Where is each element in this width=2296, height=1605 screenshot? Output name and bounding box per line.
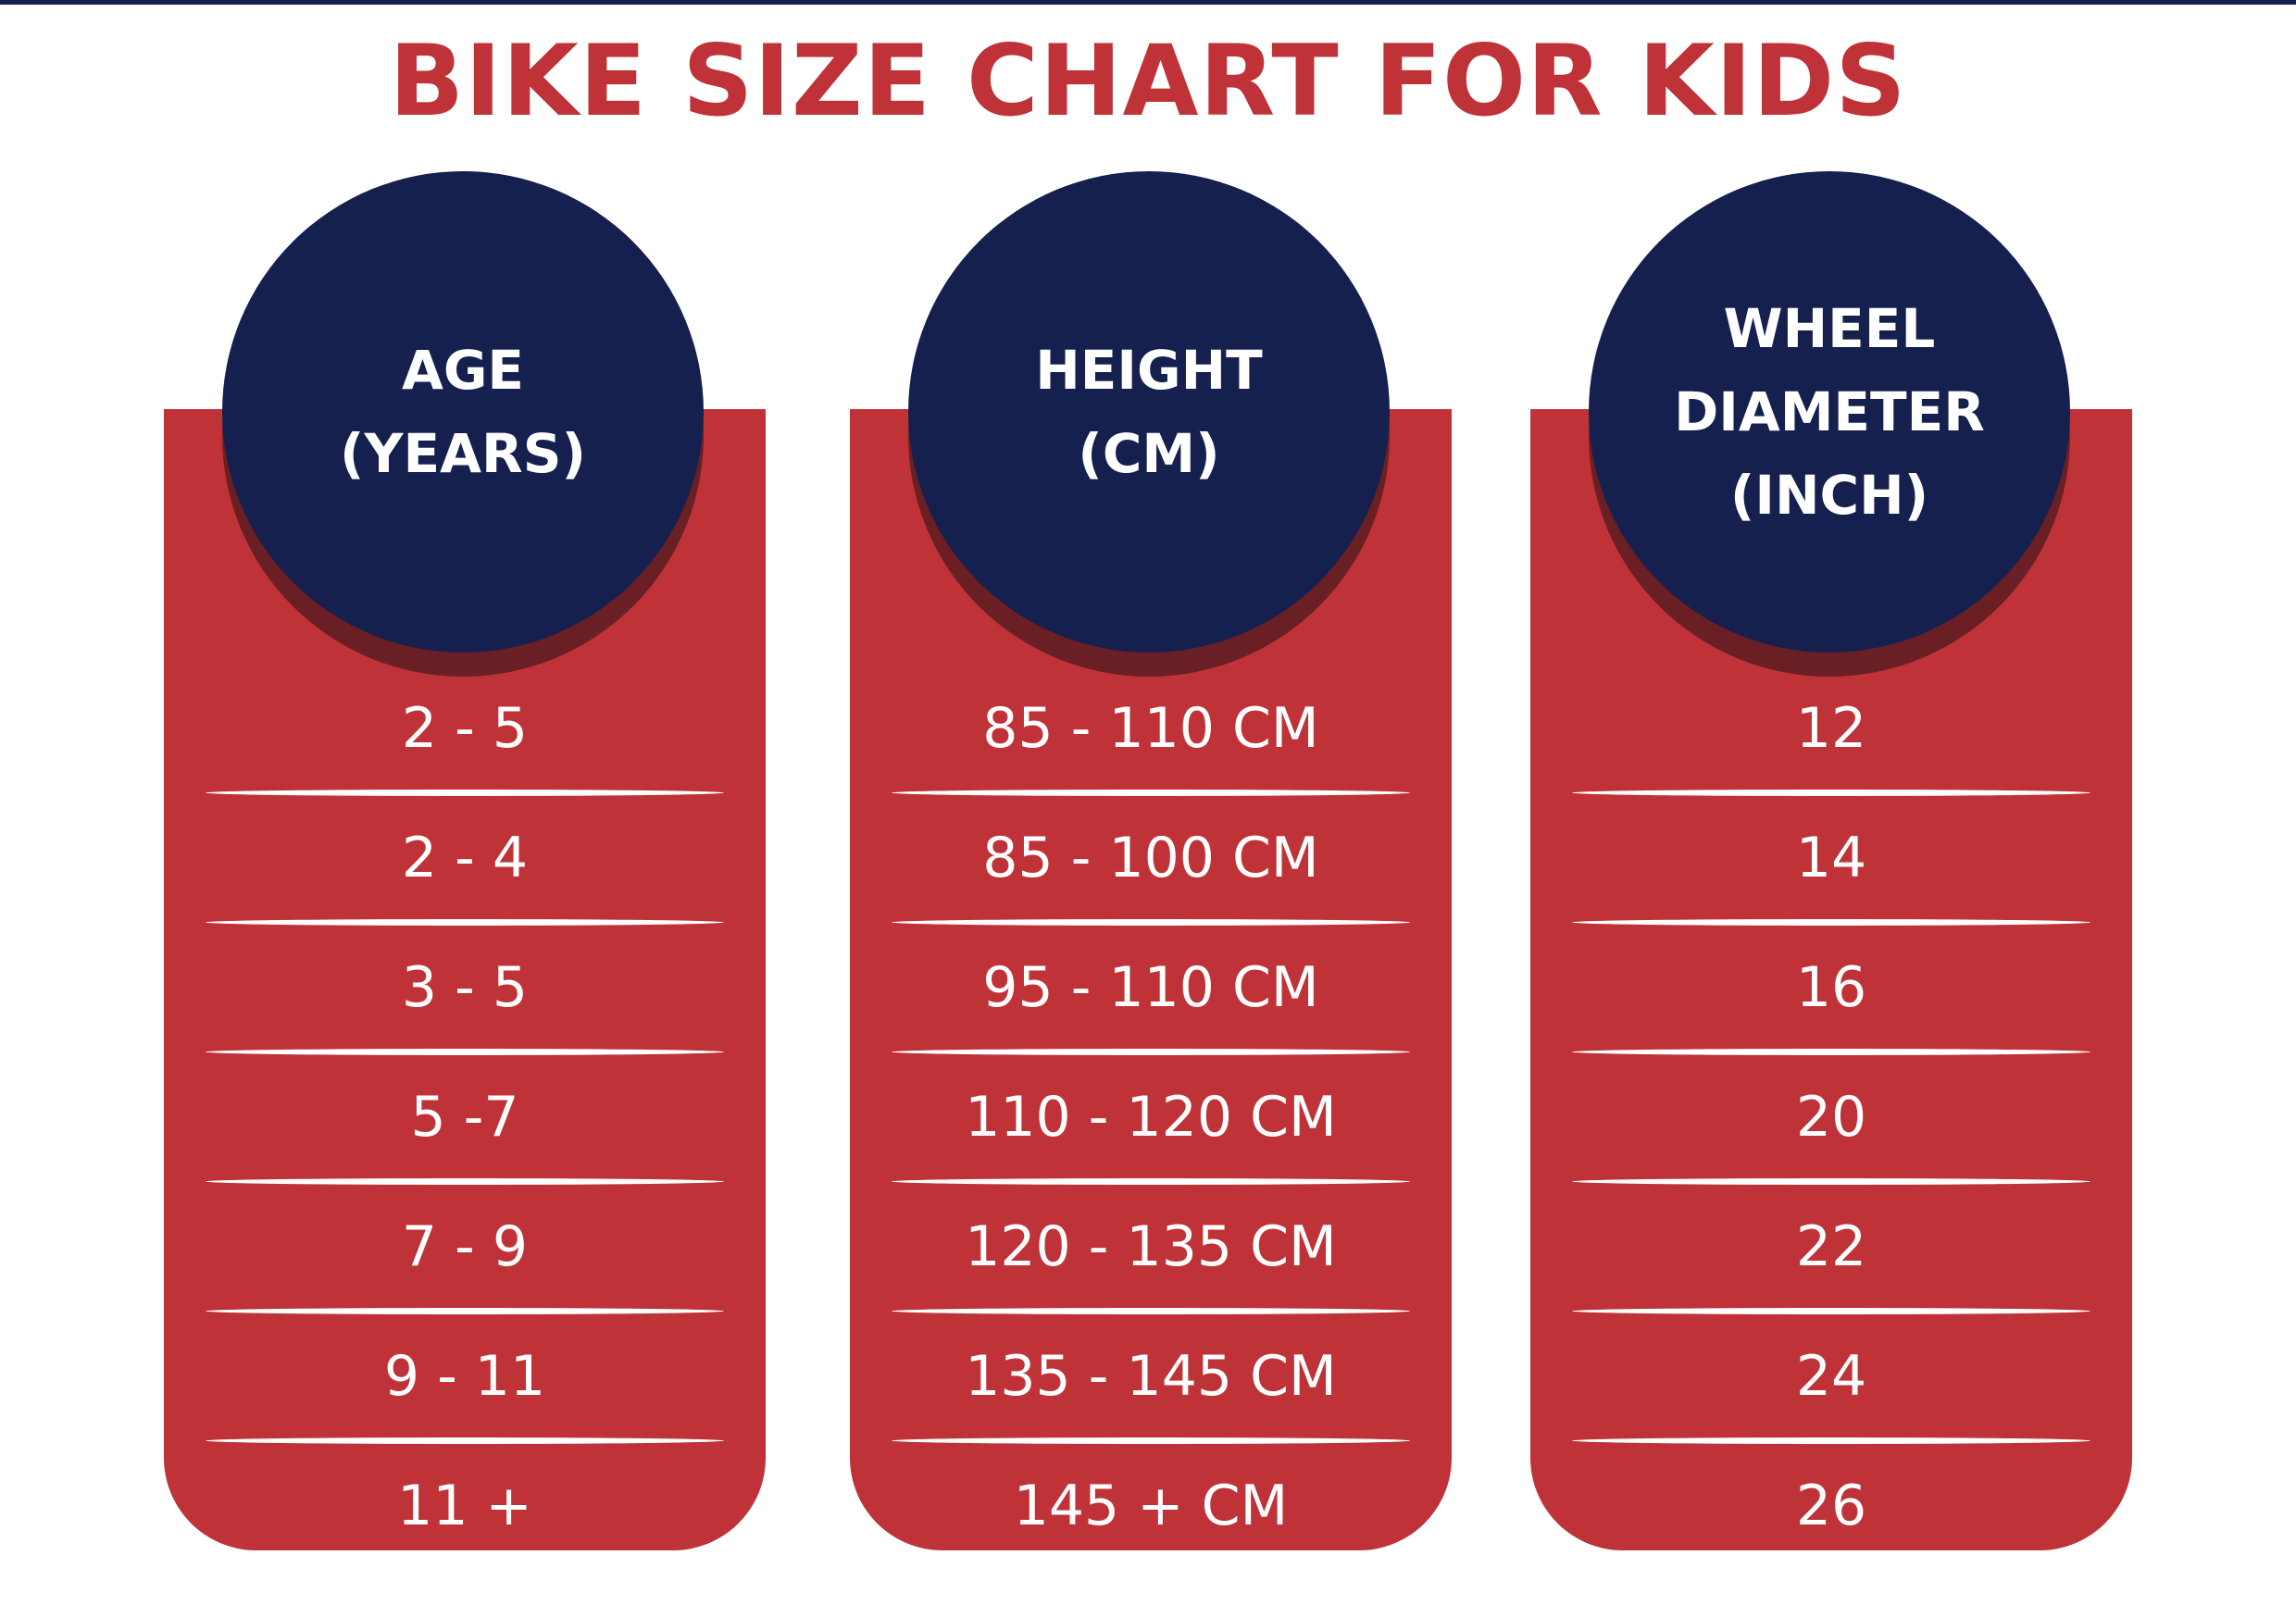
column-header: HEIGHT (CM)	[908, 171, 1390, 653]
table-cell: 5 -7	[410, 1084, 519, 1150]
table-cell: 95 - 110 CM	[982, 954, 1319, 1020]
row-divider	[206, 919, 724, 926]
header-line: (YEARS)	[340, 422, 586, 485]
table-cell: 12	[1795, 695, 1867, 761]
row-divider	[892, 1308, 1410, 1314]
row-divider	[1572, 790, 2090, 796]
table-cell: 16	[1795, 954, 1867, 1020]
table-cell: 11 +	[397, 1473, 532, 1538]
header-line: (CM)	[1078, 422, 1220, 485]
top-border	[0, 0, 2296, 5]
table-cell: 85 - 110 CM	[982, 695, 1319, 761]
table-cell: 135 - 145 CM	[965, 1343, 1337, 1409]
table-cell: 2 - 5	[401, 695, 529, 761]
row-divider	[206, 1178, 724, 1185]
table-cell: 3 - 5	[401, 954, 529, 1020]
row-divider	[1572, 919, 2090, 926]
table-cell: 110 - 120 CM	[965, 1084, 1337, 1150]
table-cell: 7 - 9	[401, 1213, 529, 1279]
row-divider	[1572, 1178, 2090, 1185]
header-line: AGE	[401, 339, 525, 402]
header-circle	[222, 171, 704, 653]
column-wheel-diameter: WHEEL DIAMETER (INCH) 12 14 16 20 22 24 26	[1530, 171, 2132, 1550]
column-header: AGE (YEARS)	[222, 171, 704, 653]
column-height: HEIGHT (CM) 85 - 110 CM 85 - 100 CM 95 - 11…	[850, 171, 1452, 1550]
row-divider	[206, 1437, 724, 1444]
table-cell: 85 - 100 CM	[982, 825, 1319, 890]
row-divider	[892, 1049, 1410, 1055]
table-cell: 145 + CM	[1013, 1473, 1289, 1538]
column-header: WHEEL DIAMETER (INCH)	[1589, 171, 2070, 653]
table-cell: 24	[1795, 1343, 1867, 1409]
row-divider	[892, 790, 1410, 796]
table-cell: 14	[1795, 825, 1867, 890]
page-title: BIKE SIZE CHART FOR KIDS	[389, 24, 1907, 138]
table-cell: 20	[1795, 1084, 1867, 1150]
table-cell: 22	[1795, 1213, 1867, 1279]
table-cell: 120 - 135 CM	[965, 1213, 1337, 1279]
row-divider	[892, 1437, 1410, 1444]
row-divider	[1572, 1049, 2090, 1055]
header-line: HEIGHT	[1035, 339, 1263, 402]
column-rows: 12 14 16 20 22 24 26	[1530, 666, 2132, 1567]
header-circle	[1589, 171, 2070, 653]
header-circle	[908, 171, 1390, 653]
table-cell: 2 - 4	[401, 825, 529, 890]
header-line: (INCH)	[1729, 464, 1929, 527]
table-cell: 9 - 11	[383, 1343, 546, 1409]
table-cell: 26	[1795, 1473, 1867, 1538]
row-divider	[206, 1049, 724, 1055]
header-line: DIAMETER	[1674, 380, 1985, 443]
row-divider	[892, 1178, 1410, 1185]
row-divider	[206, 790, 724, 796]
column-rows: 2 - 5 2 - 4 3 - 5 5 -7 7 - 9 9 - 11 11 +	[164, 666, 766, 1567]
row-divider	[1572, 1437, 2090, 1444]
column-age: AGE (YEARS) 2 - 5 2 - 4 3 - 5 5 -7 7 - 9 9 - 1…	[164, 171, 766, 1550]
header-line: WHEEL	[1723, 297, 1936, 360]
column-rows: 85 - 110 CM 85 - 100 CM 95 - 110 CM 110 - 1…	[850, 666, 1452, 1567]
row-divider	[1572, 1308, 2090, 1314]
row-divider	[892, 919, 1410, 926]
row-divider	[206, 1308, 724, 1314]
